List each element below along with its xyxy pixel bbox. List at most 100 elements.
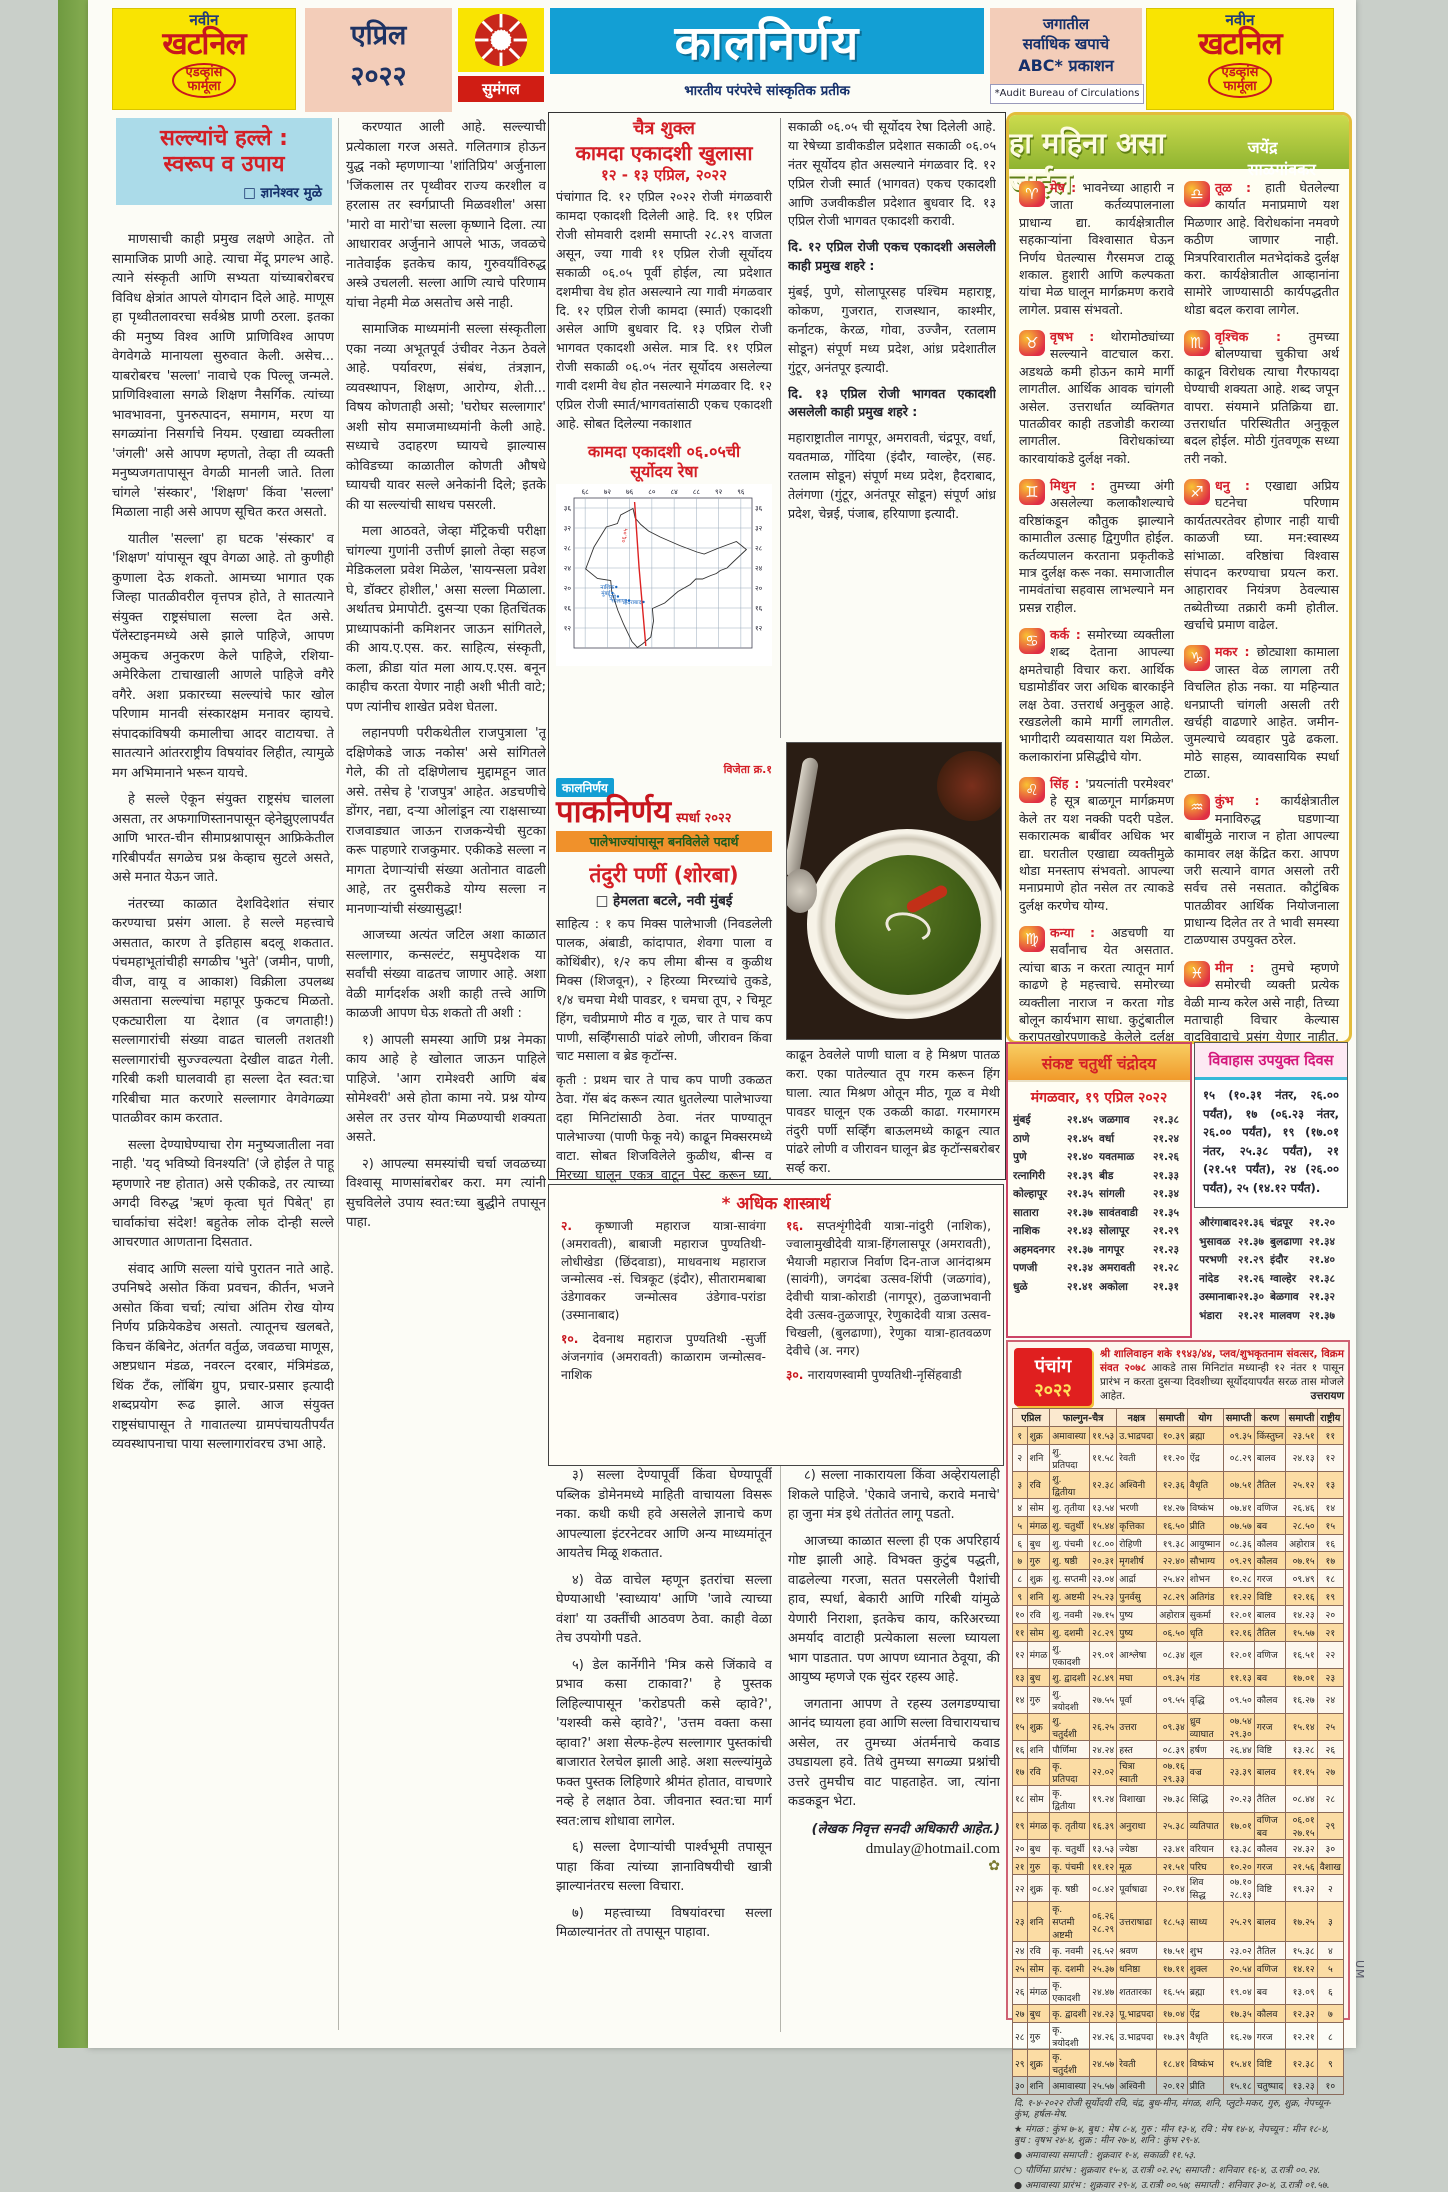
panchang-cell: शुक्र: [1026, 1425, 1051, 1445]
panchang-cell: १२.०१: [1222, 1640, 1255, 1669]
moonrise-cell: इंदौर: [1270, 1254, 1288, 1267]
moonrise-cell: २१.४०: [1066, 1151, 1093, 1164]
recipe-brand-chip: कालनिर्णय: [556, 778, 614, 797]
cities-12: मुंबई, पुणे, सोलापूरसह पश्चिम महाराष्ट्र…: [788, 284, 996, 375]
panchang-cell: वणिज: [1253, 1497, 1287, 1517]
panchang-cell: रवि: [1026, 1470, 1051, 1499]
panchang-cell: विशाखा: [1116, 1784, 1157, 1813]
moonrise-cell: पुणे: [1013, 1151, 1027, 1164]
panchang-cell: शु. द्वादशी: [1049, 1667, 1090, 1687]
panchang-cell: शु. अष्टमी: [1049, 1587, 1090, 1607]
panchang-cell: २९.०१: [1088, 1640, 1118, 1669]
panchang-cell: ८: [1012, 1569, 1028, 1589]
moonrise-cell: अहमदनगर: [1013, 1243, 1055, 1256]
panchang-row: ४ सोम शु. तृतीया १३.५४ भरणी १४.२७ विष्कंभ ०७.४१…: [1012, 1497, 1345, 1517]
svg-text:२८: २८: [755, 544, 763, 552]
panchang-cell: १७: [1012, 1757, 1028, 1786]
panchang-cell: वज्र: [1186, 1757, 1224, 1786]
panchang-cell: शुक्र: [1026, 2049, 1051, 2078]
panchang-cell: २८.४९: [1088, 1667, 1118, 1687]
panchang-cell: ०७.५४ २९.३०: [1222, 1712, 1255, 1741]
panchang-cell: २५.३७: [1088, 1959, 1118, 1979]
panchang-cell: ०९.३५: [1155, 1667, 1188, 1687]
panchang-cell: भरणी: [1116, 1497, 1157, 1517]
panchang-cell: कृ. दशमी: [1049, 1959, 1090, 1979]
paragraph: यातील 'सल्ला' हा घटक 'संस्कार' व 'शिक्षण…: [112, 531, 334, 781]
zodiac-icon: ♌: [1019, 777, 1045, 803]
moonrise-cell: २१.३७: [1237, 1235, 1264, 1248]
panchang-cell: १६.५५: [1155, 1977, 1188, 2006]
panchang-cell: रवि: [1026, 1941, 1051, 1961]
svg-text:२८: २८: [564, 544, 572, 552]
panchang-cell: १३.५४: [1088, 1497, 1118, 1517]
moonrise-row: परभणी २१.२९ इंदौर २१.४०: [1194, 1251, 1346, 1270]
panchang-row: २० बुध कृ. चतुर्थी १३.५३ ज्येष्ठा २३.४१ वरियान…: [1012, 1838, 1345, 1858]
panchang-cell: शुक्र: [1026, 1569, 1051, 1589]
ekadashi-title3: १२ - १३ एप्रिल, २०२२: [600, 165, 728, 184]
panchang-cell: रेवती: [1116, 1443, 1157, 1472]
zodiac-sign-name: कर्क :: [1050, 627, 1088, 642]
moonrise-cell: जळगाव: [1099, 1114, 1130, 1126]
moonrise-cell: २१.२१: [1237, 1309, 1264, 1322]
panchang-cell: २: [1012, 1443, 1028, 1472]
panchang-cell: ३०: [1316, 1838, 1345, 1858]
panchang-cell: १२.१६: [1222, 1623, 1255, 1642]
panchang-cell: बालव: [1253, 1757, 1287, 1786]
panchang-footnote: ★ मंगळ : कुंभ ७-४, बुध : मेष ८-४, गुरु :…: [1014, 2123, 1330, 2146]
panchang-cell: ०८.४२: [1088, 1874, 1118, 1903]
panchang-row: २ शनि शु. प्रतिपदा ११.५८ रेवती ११.२० ऐंद्र ०८.२…: [1012, 1443, 1345, 1472]
panchang-cell: शु. चतुर्थी: [1049, 1515, 1090, 1535]
panchang-cell: २४.३२: [1285, 1838, 1318, 1858]
zodiac-sign-name: सिंह :: [1050, 776, 1086, 791]
moonrise-cell: २१.४१: [1066, 1280, 1093, 1293]
panchang-footnotes: दि. १-४-२०२२ रोजी सूर्योदयी रवि, चंद्र, …: [1008, 2098, 1348, 2192]
ad-line2: खटनिल: [162, 26, 246, 62]
panchang-cell: १९.३८: [1155, 1533, 1188, 1553]
panchang-cell: २८.२९: [1088, 1623, 1118, 1642]
panchang-cell: १८: [1012, 1784, 1028, 1813]
panchang-cell: ४: [1012, 1497, 1028, 1517]
panchang-row: २७ बुध कृ. द्वादशी २४.२३ पू.भाद्रपदा १७.०४ ऐंद…: [1012, 2004, 1345, 2024]
svg-text:३६: ३६: [564, 504, 572, 512]
panchang-cell: बालव: [1253, 1605, 1287, 1625]
panchang-cell: वैधृति: [1186, 2022, 1224, 2051]
panchang-cell: उ.भाद्रपदा: [1116, 1425, 1157, 1445]
panchang-cell: रवि: [1026, 1757, 1051, 1786]
logo-caption: सुमंगल: [458, 76, 544, 102]
panchang-cell: ११.१२: [1088, 1856, 1118, 1876]
panchang-cell: २४.१३: [1285, 1443, 1318, 1472]
panchang-cell: विष्कंभ: [1186, 1497, 1224, 1517]
panchang-row: ७ गुरु शु. षष्ठी २०.३१ मृगशीर्ष २२.४० सौभाग्य ०…: [1012, 1551, 1345, 1571]
svg-text:९६: ९६: [737, 488, 745, 496]
paragraph: ३) सल्ला देण्यापूर्वी किंवा घेण्यापूर्वी…: [556, 1468, 772, 1561]
paragraph: संवाद आणि सल्ला यांचे पुरातन नाते आहे. उ…: [112, 1261, 334, 1453]
panchang-cell: १८: [1316, 1569, 1345, 1589]
panchang-cell: वृद्धि: [1186, 1685, 1224, 1714]
panchang-cell: १७.२५: [1285, 1901, 1318, 1943]
panchang-cell: ११.५८: [1088, 1443, 1118, 1472]
recipe-section: विजेता क्र.१ कालनिर्णय पाकनिर्णय स्पर्धा…: [556, 762, 772, 1204]
panchang-cell: १०: [1012, 1605, 1028, 1625]
moonrise-cell: २१.२०: [1308, 1217, 1335, 1229]
panchang-cell: किंस्तुघ्न: [1253, 1425, 1287, 1445]
moonrise-cell: २१.३६: [1237, 1217, 1264, 1229]
panchang-cell: रोहिणी: [1116, 1533, 1157, 1553]
svg-text:३६: ३६: [755, 504, 763, 512]
moonrise-row: नाशिक २१.४३ सोलापूर २१.२९: [1008, 1222, 1190, 1241]
recipe-strip: पालेभाज्यांपासून बनविलेले पदार्थ: [556, 831, 772, 852]
panchang-cell: प्रीति: [1186, 2076, 1224, 2096]
panchang-cell: २६.५२: [1088, 1941, 1118, 1961]
panchang-cell: २७: [1316, 1757, 1345, 1786]
panchang-cell: १७.०१: [1285, 1667, 1318, 1687]
panchang-cell: ऐंद्र: [1186, 2004, 1224, 2024]
panchang-cell: २८: [1316, 1784, 1345, 1813]
panchang-cell: कृ. एकादशी: [1049, 1977, 1090, 2006]
panchang-cell: १९: [1012, 1811, 1028, 1840]
panchang-cell: सिद्धि: [1186, 1784, 1224, 1813]
panchang-cell: बुध: [1026, 2004, 1051, 2024]
panchang-cell: चित्रा स्वाती: [1116, 1757, 1157, 1786]
moonrise-cell: भुसावळ: [1199, 1235, 1231, 1248]
panchang-cell: १६: [1012, 1739, 1028, 1759]
sun-logo-icon: [474, 13, 528, 67]
panchang-cell: तैतिल: [1253, 1784, 1287, 1813]
